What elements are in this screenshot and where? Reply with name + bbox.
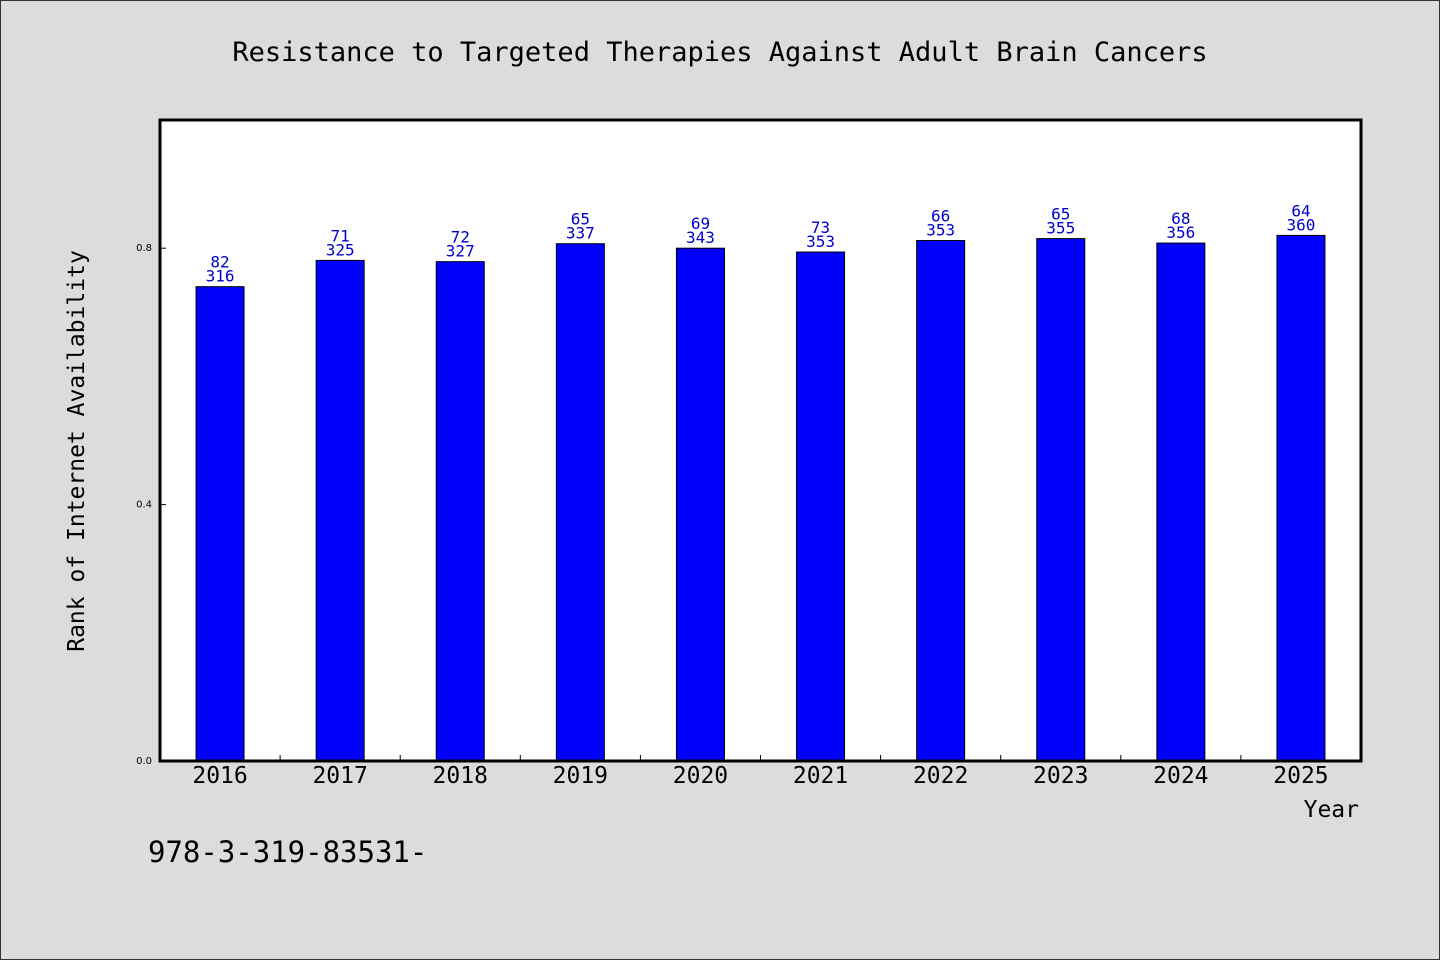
bar-label-bottom-2016: 316 [206, 267, 235, 286]
x-axis-label: Year [1304, 797, 1359, 823]
bar-label-top-2023: 65 [1051, 205, 1070, 224]
x-tick-label-2022: 2022 [913, 763, 968, 789]
bar-label-top-2021: 73 [811, 218, 830, 237]
bar-label-bottom-2018: 327 [446, 242, 475, 261]
bars-group [195, 234, 1326, 762]
bar-2022 [916, 240, 966, 762]
bar-label-top-2018: 72 [451, 228, 470, 247]
x-axis-ticks: 2016 2017 2018 2019 2020 2021 2022 2023 2024 2025 [192, 755, 1329, 789]
bar-label-bottom-2024: 356 [1166, 223, 1195, 242]
y-tick-label-2: 0.8 [136, 243, 152, 254]
bar-2025 [1276, 234, 1326, 762]
x-tick-label-2021: 2021 [793, 763, 848, 789]
bar-label-bottom-2023: 355 [1046, 219, 1075, 238]
bar-label-top-2022: 66 [931, 207, 950, 226]
x-tick-label-2019: 2019 [553, 763, 608, 789]
bar-label-top-2024: 68 [1171, 209, 1190, 228]
footnote-text: 978-3-319-83531- [148, 835, 427, 869]
x-tick-label-2023: 2023 [1033, 763, 1088, 789]
bar-labels-group: 8231671325723276533769343733536635365355… [206, 201, 1316, 285]
y-tick-label-0: 0.0 [136, 756, 152, 767]
chart-title: Resistance to Targeted Therapies Against… [232, 37, 1207, 68]
bar-label-bottom-2017: 325 [326, 240, 355, 259]
x-tick-label-2025: 2025 [1273, 763, 1328, 789]
bar-2016 [195, 286, 245, 762]
x-tick-label-2016: 2016 [192, 763, 247, 789]
x-tick-label-2018: 2018 [433, 763, 488, 789]
bar-2018 [435, 261, 485, 762]
bar-label-bottom-2020: 343 [686, 228, 715, 247]
y-axis-label: Rank of Internet Availability [64, 250, 90, 652]
bar-label-bottom-2025: 360 [1286, 215, 1315, 234]
x-tick-label-2017: 2017 [312, 763, 367, 789]
bar-label-bottom-2022: 353 [926, 221, 955, 240]
x-tick-label-2020: 2020 [673, 763, 728, 789]
bar-2021 [796, 251, 846, 762]
bar-2020 [675, 247, 725, 762]
bar-2024 [1156, 242, 1206, 762]
plot-border [158, 118, 1363, 763]
bar-label-top-2020: 69 [691, 214, 710, 233]
bar-2017 [315, 259, 365, 762]
x-tick-label-2024: 2024 [1153, 763, 1208, 789]
bar-label-top-2017: 71 [331, 226, 350, 245]
bar-label-top-2019: 65 [571, 210, 590, 229]
bar-label-bottom-2019: 337 [566, 224, 595, 243]
bar-2023 [1036, 238, 1086, 762]
bar-2019 [555, 243, 605, 762]
bar-label-top-2025: 64 [1291, 201, 1310, 220]
bar-label-top-2016: 82 [210, 253, 229, 272]
bar-label-bottom-2021: 353 [806, 232, 835, 251]
y-tick-label-1: 0.4 [136, 500, 152, 511]
